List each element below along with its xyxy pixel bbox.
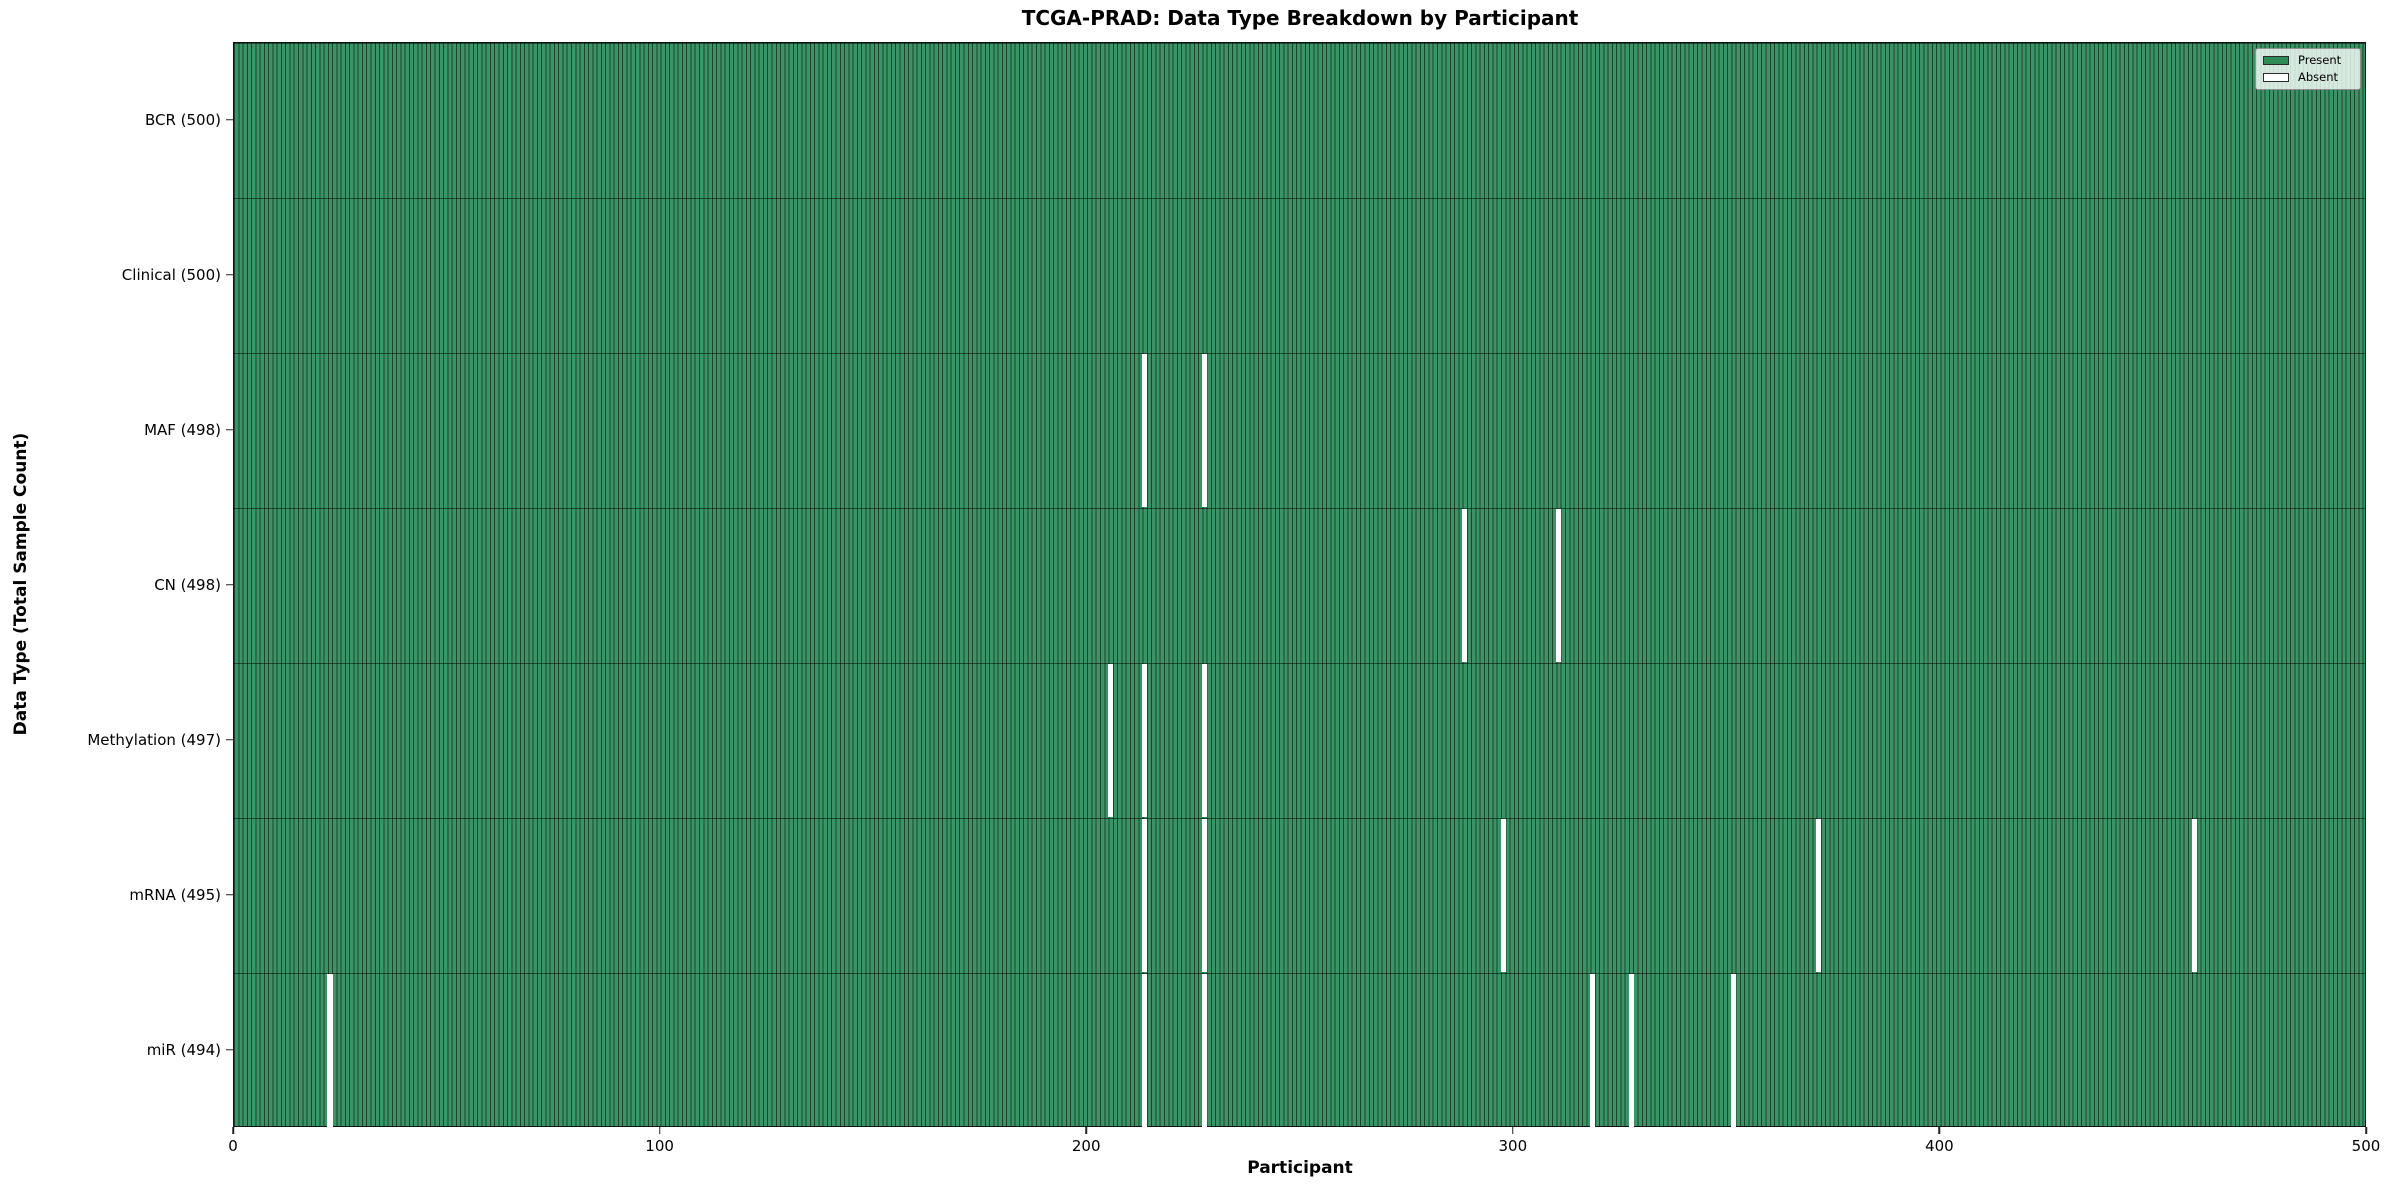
legend-item-present: Present bbox=[2263, 53, 2353, 67]
legend-item-absent: Absent bbox=[2263, 69, 2353, 84]
y-tick-label-MAF: MAF (498) bbox=[144, 420, 221, 439]
absent-gap-MAF-213 bbox=[1142, 354, 1148, 507]
x-tick-mark bbox=[658, 1127, 661, 1134]
legend-present-label: Present bbox=[2298, 53, 2342, 67]
absent-gap-mRNA-371 bbox=[1816, 819, 1822, 972]
absent-gap-miR-318 bbox=[1590, 974, 1596, 1127]
x-tick-mark bbox=[1938, 1127, 1941, 1134]
y-tick-label-Methylation: Methylation (497) bbox=[87, 730, 221, 749]
absent-gap-CN-288 bbox=[1462, 509, 1468, 662]
x-tick-label-0: 0 bbox=[228, 1137, 238, 1155]
y-tick-mark bbox=[226, 118, 233, 121]
absent-gap-mRNA-459 bbox=[2191, 819, 2197, 972]
y-tick-mark bbox=[226, 1048, 233, 1051]
absent-gap-Methylation-213 bbox=[1142, 664, 1148, 817]
x-tick-label-200: 200 bbox=[1071, 1137, 1101, 1155]
chart-title: TCGA-PRAD: Data Type Breakdown by Partic… bbox=[1021, 6, 1579, 30]
x-tick-mark bbox=[2365, 1127, 2367, 1134]
absent-gap-mRNA-297 bbox=[1500, 819, 1506, 972]
absent-gap-miR-213 bbox=[1142, 974, 1148, 1127]
y-tick-label-CN: CN (498) bbox=[154, 575, 221, 594]
y-tick-label-Clinical: Clinical (500) bbox=[121, 265, 221, 284]
x-tick-mark bbox=[232, 1127, 234, 1134]
absent-gap-miR-351 bbox=[1730, 974, 1737, 1127]
y-tick-mark bbox=[226, 583, 233, 586]
absent-gap-miR-22 bbox=[327, 974, 333, 1127]
x-tick-label-500: 500 bbox=[2351, 1137, 2381, 1155]
x-tick-mark bbox=[1512, 1127, 1514, 1134]
x-tick-label-400: 400 bbox=[1925, 1137, 1954, 1155]
absent-gap-CN-310 bbox=[1556, 509, 1562, 662]
absent-gap-Methylation-205 bbox=[1108, 664, 1114, 817]
y-tick-mark bbox=[226, 273, 233, 276]
absent-gap-MAF-227 bbox=[1201, 354, 1208, 507]
legend-absent-label: Absent bbox=[2298, 69, 2339, 84]
x-axis-label: Participant bbox=[1247, 1158, 1353, 1178]
legend: Present Absent bbox=[2255, 48, 2361, 90]
x-tick-label-300: 300 bbox=[1498, 1137, 1528, 1155]
x-tick-mark bbox=[1085, 1127, 1087, 1134]
y-tick-mark bbox=[226, 428, 233, 431]
absent-gap-Methylation-227 bbox=[1201, 664, 1208, 817]
absent-gap-miR-327 bbox=[1628, 974, 1634, 1127]
y-tick-mark bbox=[226, 893, 233, 896]
y-tick-label-miR: miR (494) bbox=[146, 1040, 221, 1059]
y-tick-label-mRNA: mRNA (495) bbox=[129, 885, 221, 904]
legend-absent-swatch bbox=[2263, 72, 2289, 82]
x-tick-label-100: 100 bbox=[645, 1137, 674, 1155]
absent-gap-mRNA-213 bbox=[1142, 819, 1148, 972]
y-tick-label-BCR: BCR (500) bbox=[144, 110, 221, 129]
y-tick-mark bbox=[226, 738, 233, 741]
legend-present-swatch bbox=[2263, 56, 2289, 66]
absent-gap-miR-227 bbox=[1201, 974, 1208, 1127]
absent-gap-mRNA-227 bbox=[1201, 819, 1208, 972]
plot-area bbox=[233, 42, 2366, 1127]
